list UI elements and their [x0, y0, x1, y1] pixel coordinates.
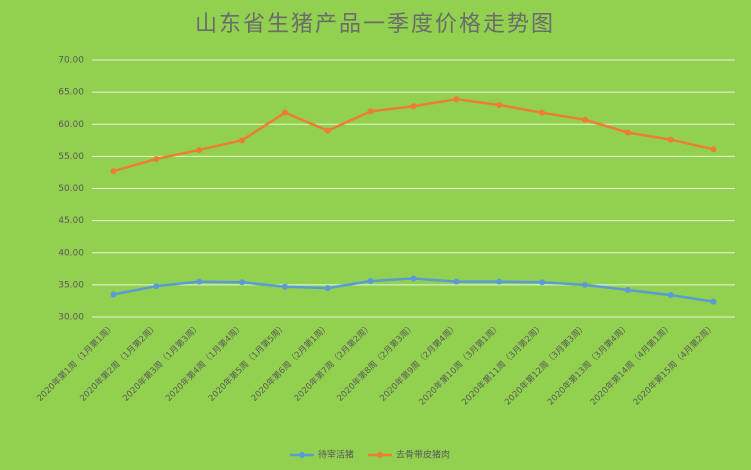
data-point	[281, 109, 288, 116]
data-point	[667, 136, 674, 143]
data-point	[239, 279, 246, 286]
data-point	[624, 129, 631, 136]
legend-label: 待宰活猪	[318, 449, 354, 461]
data-point	[281, 283, 288, 290]
data-point	[581, 116, 588, 123]
data-point	[453, 278, 460, 285]
data-point	[196, 146, 203, 153]
data-point	[496, 101, 503, 108]
data-point	[453, 96, 460, 103]
data-point	[196, 278, 203, 285]
data-point	[710, 146, 717, 153]
legend-marker	[377, 452, 384, 458]
data-point	[324, 285, 331, 292]
data-point	[496, 278, 503, 285]
y-tick-label: 35.00	[58, 280, 84, 290]
y-tick-label: 50.00	[58, 184, 84, 194]
y-tick-label: 40.00	[58, 248, 84, 258]
chart-title: 山东省生猪产品一季度价格走势图	[195, 12, 555, 37]
y-tick-label: 45.00	[58, 216, 84, 226]
y-tick-label: 60.00	[58, 120, 84, 130]
legend-label: 去骨带皮猪肉	[396, 449, 450, 461]
y-tick-label: 30.00	[58, 313, 84, 323]
data-point	[367, 278, 374, 285]
y-tick-label: 70.00	[58, 56, 84, 66]
data-point	[239, 137, 246, 144]
data-point	[324, 127, 331, 134]
data-point	[667, 292, 674, 299]
data-point	[410, 103, 417, 110]
data-point	[367, 108, 374, 115]
data-point	[110, 168, 117, 175]
data-point	[624, 287, 631, 294]
data-point	[110, 291, 117, 298]
data-point	[153, 155, 160, 162]
y-tick-label: 65.00	[58, 88, 84, 98]
data-point	[539, 109, 546, 116]
y-tick-label: 55.00	[58, 152, 84, 162]
data-point	[153, 283, 160, 290]
data-point	[710, 298, 717, 305]
data-point	[410, 275, 417, 282]
legend-marker	[299, 452, 305, 458]
data-point	[581, 281, 588, 288]
data-point	[539, 279, 546, 286]
